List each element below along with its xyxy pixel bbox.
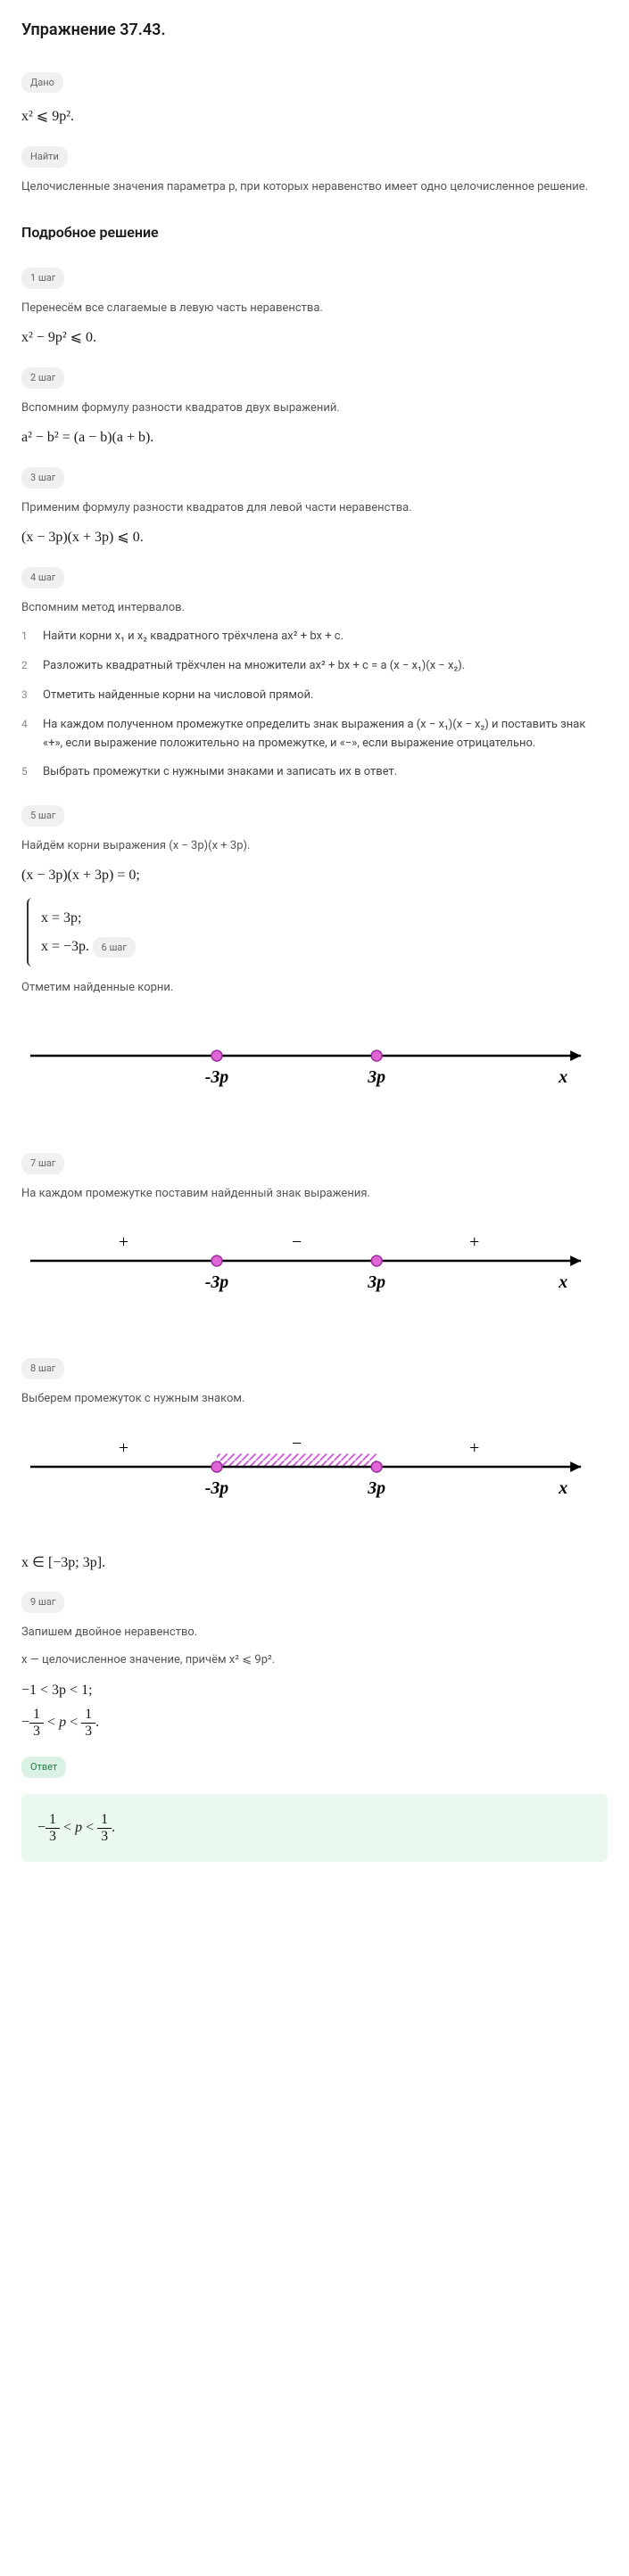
step-badge-7: 7 шаг <box>21 1153 64 1174</box>
step6-text: Отметим найденные корни. <box>21 979 608 998</box>
step9-math1: −1 < 3p < 1; <box>21 1679 608 1702</box>
answer-box: −13 < p < 13. <box>21 1794 608 1862</box>
given-badge: Дано <box>21 72 63 94</box>
svg-text:x: x <box>558 1478 567 1498</box>
svg-text:−: − <box>292 1434 302 1453</box>
step1-math: x² − 9p² ⩽ 0. <box>21 326 608 350</box>
exercise-title: Упражнение 37.43. <box>21 18 608 44</box>
svg-text:3p: 3p <box>367 1478 385 1498</box>
step9-text: Запишем двойное неравенство. <box>21 1624 608 1642</box>
list-item-text: Выбрать промежутки с нужными знаками и з… <box>43 765 397 778</box>
step7-text: На каждом промежутке поставим найденный … <box>21 1185 608 1204</box>
svg-text:+: + <box>469 1233 479 1253</box>
step5-text: Найдём корни выражения (x − 3p)(x + 3p). <box>21 837 608 856</box>
list-item-text: Найти корни x₁ и x₂ квадратного трёхчлен… <box>43 630 343 643</box>
step4-text: Вспомним метод интервалов. <box>21 599 608 618</box>
step9-math2: −13 < p < 13. <box>21 1707 608 1739</box>
svg-text:+: + <box>119 1438 128 1458</box>
step-badge-5: 5 шаг <box>21 805 64 827</box>
find-badge: Найти <box>21 146 68 168</box>
list-item: 4На каждом полученном промежутке определ… <box>21 716 608 753</box>
fraction: 13 <box>29 1707 44 1739</box>
step8-text: Выберем промежуток с нужным знаком. <box>21 1390 608 1409</box>
number-line-3: + − + -3p 3p x <box>21 1418 608 1534</box>
svg-text:-3p: -3p <box>205 1272 229 1292</box>
step-badge-6: 6 шаг <box>93 937 136 959</box>
number-line-1: -3p 3p x <box>21 1007 608 1123</box>
system-eq1: x = 3p; <box>41 907 89 930</box>
svg-text:-3p: -3p <box>205 1067 229 1087</box>
fraction: 13 <box>81 1707 95 1739</box>
fraction: 13 <box>46 1812 60 1844</box>
step3-math: (x − 3p)(x + 3p) ⩽ 0. <box>21 526 608 549</box>
step-badge-9: 9 шаг <box>21 1592 64 1613</box>
answer-badge: Ответ <box>21 1757 66 1778</box>
answer-math: −13 < p < 13. <box>37 1812 592 1844</box>
list-item-text: Отметить найденные корни на числовой пря… <box>43 688 313 702</box>
interval-method-list: 1Найти корни x₁ и x₂ квадратного трёхчле… <box>21 628 608 782</box>
step-badge-2: 2 шаг <box>21 367 64 389</box>
list-item: 2Разложить квадратный трёхчлен на множит… <box>21 657 608 676</box>
step8-math: x ∈ [−3p; 3p]. <box>21 1551 608 1575</box>
svg-text:3p: 3p <box>367 1067 385 1087</box>
svg-text:+: + <box>469 1438 479 1458</box>
find-text: Целочисленные значения параметра p, при … <box>21 178 608 197</box>
step-badge-4: 4 шаг <box>21 567 64 588</box>
svg-text:-3p: -3p <box>205 1478 229 1498</box>
list-item: 3Отметить найденные корни на числовой пр… <box>21 687 608 705</box>
list-item: 1Найти корни x₁ и x₂ квадратного трёхчле… <box>21 628 608 646</box>
step9-text2: x — целочисленное значение, причём x² ⩽ … <box>21 1651 608 1670</box>
solution-heading: Подробное решение <box>21 221 608 244</box>
number-line-2: + − + -3p 3p x <box>21 1212 608 1328</box>
svg-text:−: − <box>292 1233 302 1253</box>
given-math: x² ⩽ 9p². <box>21 105 608 128</box>
step-badge-1: 1 шаг <box>21 267 64 289</box>
step-badge-8: 8 шаг <box>21 1358 64 1379</box>
step1-text: Перенесём все слагаемые в левую часть не… <box>21 300 608 318</box>
fraction: 13 <box>97 1812 112 1844</box>
svg-text:+: + <box>119 1233 128 1253</box>
step2-text: Вспомним формулу разности квадратов двух… <box>21 399 608 418</box>
list-item-text: На каждом полученном промежутке определи… <box>43 718 585 750</box>
svg-text:3p: 3p <box>367 1272 385 1292</box>
step3-text: Применим формулу разности квадратов для … <box>21 499 608 518</box>
system-eq2: x = −3p. <box>41 935 89 959</box>
list-item-text: Разложить квадратный трёхчлен на множите… <box>43 659 465 672</box>
step2-math: a² − b² = (a − b)(a + b). <box>21 426 608 449</box>
svg-text:x: x <box>558 1272 567 1292</box>
step-badge-3: 3 шаг <box>21 467 64 489</box>
list-item: 5Выбрать промежутки с нужными знаками и … <box>21 763 608 782</box>
svg-text:x: x <box>558 1067 567 1087</box>
equation-system: x = 3p; x = −3p. <box>27 898 89 967</box>
step5-math-top: (x − 3p)(x + 3p) = 0; <box>21 864 608 887</box>
